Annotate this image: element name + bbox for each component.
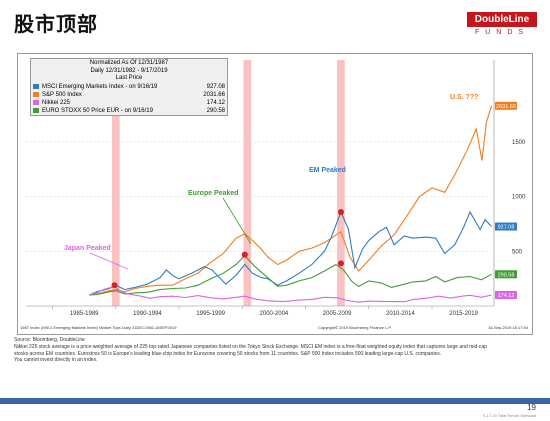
doubleline-logo: DoubleLine FUNDS bbox=[467, 12, 537, 44]
legend-value-msci-em: 927.08 bbox=[206, 83, 225, 90]
legend-label-sp500: S&P 500 Index bbox=[42, 91, 82, 98]
source-line: Nikkei 225 stock average is a price-weig… bbox=[14, 343, 487, 350]
legend-swatch-eurostoxx bbox=[33, 108, 39, 113]
peak-marker bbox=[337, 208, 344, 215]
chart-legend: Normalized As Of 12/31/1987 Daily 12/31/… bbox=[30, 58, 228, 116]
legend-header-line-2: Daily 12/31/1982 - 9/17/2019 bbox=[90, 67, 168, 74]
bottom-left-note: 1987 Index (MSCI Emerging Markets Index)… bbox=[20, 325, 177, 330]
x-tick-label: 1985-1989 bbox=[70, 311, 99, 317]
bottom-right-note: 16-Sep-2019 15:17:54 bbox=[488, 325, 529, 330]
source-line: Source: Bloomberg, DoubleLine bbox=[14, 337, 85, 343]
legend-row-nikkei: Nikkei 225 174.12 bbox=[31, 99, 227, 107]
last-value-tag bbox=[495, 270, 517, 279]
x-tick-label: 2010-2014 bbox=[386, 311, 415, 317]
x-tick-label: 1995-1999 bbox=[196, 311, 225, 317]
last-value-label: 2031.66 bbox=[496, 104, 516, 110]
logo-sub: FUNDS bbox=[474, 29, 530, 36]
series-line bbox=[89, 105, 493, 296]
annotation-em-peaked: EM Peaked bbox=[309, 167, 346, 174]
y-tick-label: 500 bbox=[512, 249, 523, 255]
chart-frame: 500 1000 1500 1985-1989 1990-1994 1995-1999 20… bbox=[17, 53, 533, 335]
peak-band bbox=[112, 60, 120, 306]
market-tops-chart: 500 1000 1500 1985-1989 1990-1994 1995-1999 20… bbox=[20, 60, 529, 330]
peak-marker bbox=[241, 251, 248, 258]
peak-marker bbox=[111, 282, 118, 289]
y-tick-label: 1500 bbox=[512, 140, 526, 146]
y-tick-label: 1000 bbox=[512, 195, 526, 201]
page-title: 股市顶部 bbox=[14, 12, 98, 36]
x-tick-label: 2000-2004 bbox=[260, 311, 289, 317]
peak-band bbox=[337, 60, 345, 306]
annotation-europe-peaked: Europe Peaked bbox=[188, 190, 239, 197]
peak-band bbox=[243, 60, 252, 306]
series-line bbox=[88, 210, 492, 296]
last-value-tag bbox=[495, 222, 517, 231]
x-tick-label: 1990-1994 bbox=[133, 311, 162, 317]
legend-value-eurostoxx: 290.58 bbox=[206, 107, 225, 114]
last-value-label: 290.58 bbox=[498, 272, 515, 278]
source-notes: Source: Bloomberg, DoubleLine Nikkei 225… bbox=[14, 337, 534, 364]
legend-label-nikkei: Nikkei 225 bbox=[42, 99, 71, 106]
legend-value-sp500: 2031.66 bbox=[203, 91, 225, 98]
x-tick-label: 2015-2019 bbox=[449, 311, 478, 317]
footer-note: 9-17-19 Total Return Webcast bbox=[483, 413, 536, 418]
legend-label-msci-em: MSCI Emerging Markets Index - on 9/16/19 bbox=[42, 83, 158, 90]
peak-marker bbox=[337, 260, 344, 267]
legend-header-line-3: Last Price bbox=[115, 75, 143, 81]
x-tick-label: 2005-2009 bbox=[323, 311, 352, 317]
japan-arrow bbox=[89, 252, 129, 270]
last-value-label: 174.12 bbox=[498, 293, 515, 299]
legend-swatch-nikkei bbox=[33, 100, 39, 105]
source-line: You cannot invest directly in an index. bbox=[14, 357, 98, 364]
legend-header-line-1: Normalized As Of 12/31/1987 bbox=[89, 60, 169, 66]
annotation-us: U.S. ??? bbox=[450, 94, 478, 101]
footer-bar bbox=[0, 398, 550, 404]
legend-row-msci-em: MSCI Emerging Markets Index - on 9/16/19… bbox=[31, 83, 227, 91]
legend-row-sp500: S&P 500 Index 2031.66 bbox=[31, 91, 227, 99]
legend-row-eurostoxx: EURO STOXX 50 Price EUR - on 9/16/19 290… bbox=[31, 107, 227, 115]
legend-value-nikkei: 174.12 bbox=[206, 99, 225, 106]
europe-arrow bbox=[222, 197, 252, 245]
logo-brand: DoubleLine bbox=[467, 12, 537, 27]
legend-swatch-sp500 bbox=[33, 92, 39, 97]
source-line: stocks across EM countries. Eurostoxx 50… bbox=[14, 350, 442, 357]
last-value-tag bbox=[495, 290, 517, 299]
page-number: 19 bbox=[527, 403, 536, 412]
series-line bbox=[89, 285, 492, 303]
series-line bbox=[89, 254, 492, 296]
legend-label-eurostoxx: EURO STOXX 50 Price EUR - on 9/16/19 bbox=[42, 107, 153, 114]
last-value-tag bbox=[495, 101, 517, 110]
legend-swatch-msci-em bbox=[33, 84, 39, 89]
annotation-japan-peaked: Japan Peaked bbox=[64, 245, 111, 252]
last-value-label: 927.08 bbox=[498, 225, 515, 231]
bottom-mid-note: Copyright© 2019 Bloomberg Finance L.P. bbox=[318, 325, 392, 330]
